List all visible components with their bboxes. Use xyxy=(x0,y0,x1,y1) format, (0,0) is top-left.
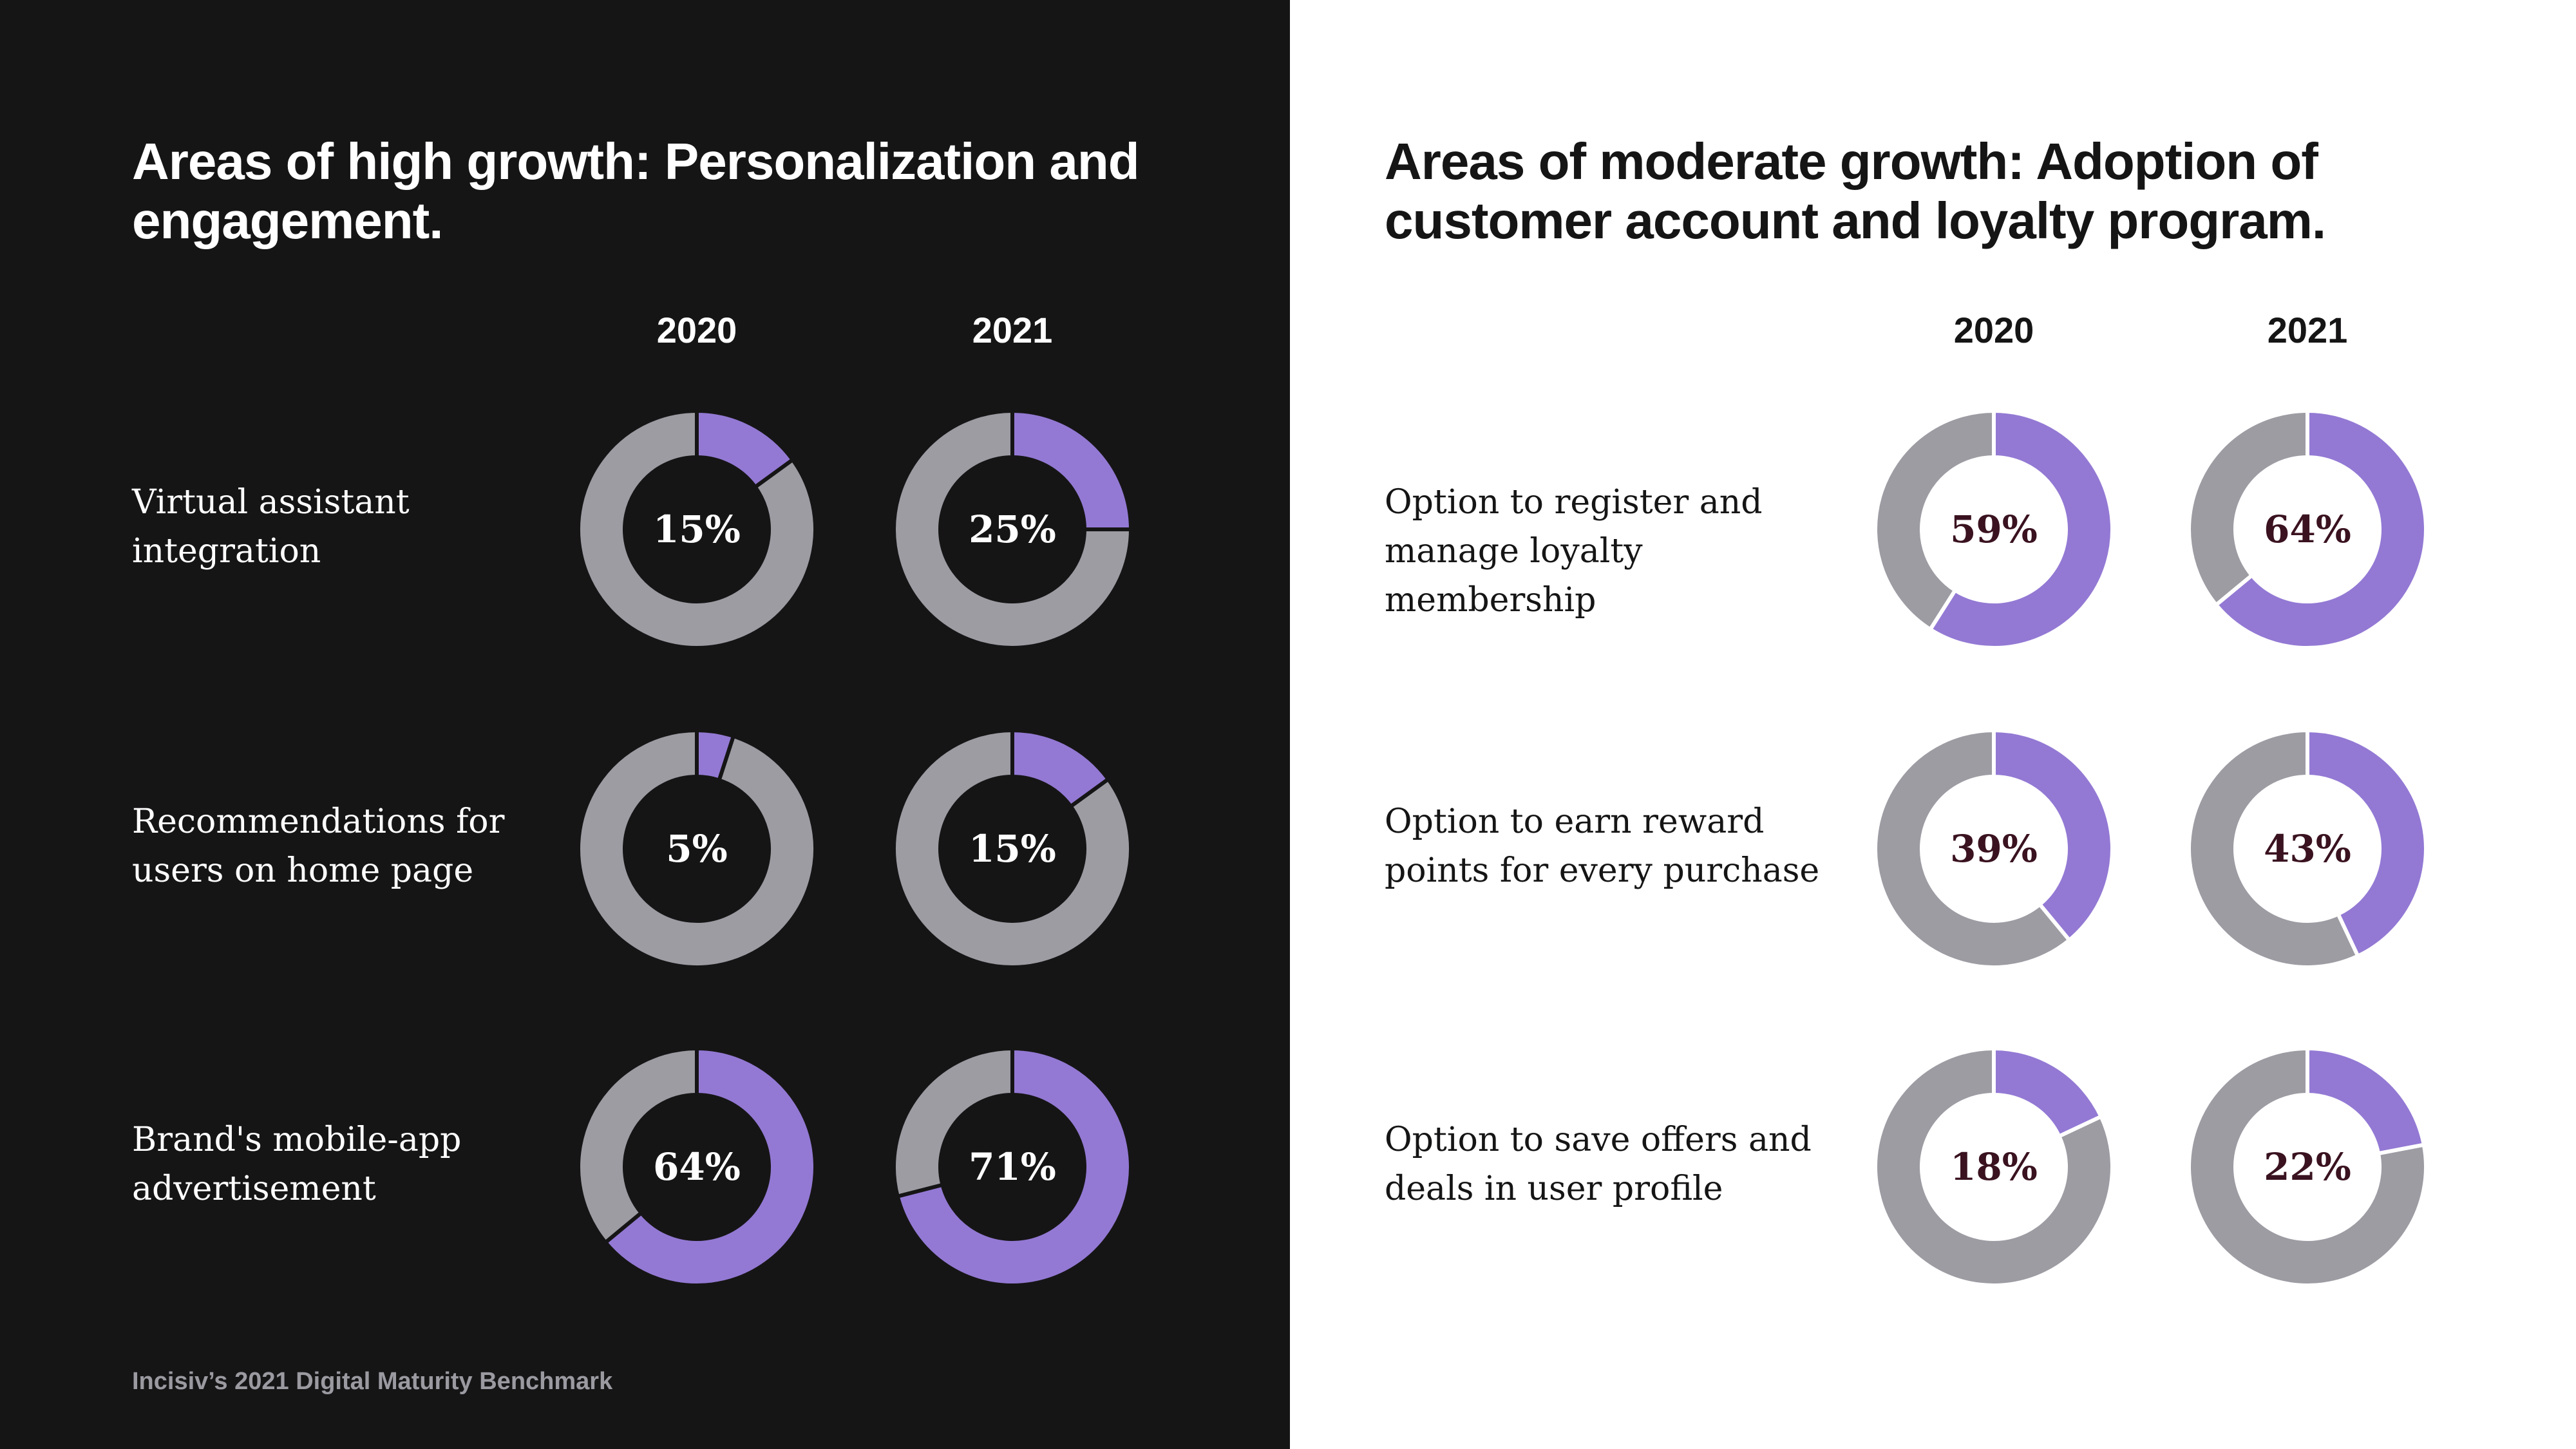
donut-value-label: 22% xyxy=(2264,1145,2351,1189)
donut-remaining-slice xyxy=(892,1046,1014,1198)
donut-value-slice xyxy=(1010,728,1110,809)
donut-loyalty-membership-2021: 64% xyxy=(2185,407,2430,652)
donut-remaining-slice xyxy=(1873,728,2072,969)
donut-value-label: 64% xyxy=(653,1145,741,1189)
donut-mobile-app-2021: 71% xyxy=(890,1045,1135,1289)
donut-remaining-slice xyxy=(2187,728,2360,969)
donut-value-slice xyxy=(695,409,795,489)
donut-save-offers-2020: 18% xyxy=(1871,1045,2116,1289)
left-panel: Areas of high growth: Personalization an… xyxy=(0,0,1290,1449)
donut-value-slice xyxy=(603,1046,817,1287)
donut-value-label: 64% xyxy=(2264,507,2351,551)
left-row-label-1: Virtual assistant integration xyxy=(132,483,410,571)
donut-value-label: 15% xyxy=(969,827,1056,871)
donut-remaining-slice xyxy=(2187,409,2309,607)
donut-remaining-slice xyxy=(576,409,817,650)
donut-value-slice xyxy=(1010,409,1133,531)
donut-value-slice xyxy=(695,728,735,782)
donut-recommendations-2021: 15% xyxy=(890,726,1135,971)
donut-remaining-slice xyxy=(2187,1046,2428,1287)
donut-remaining-slice xyxy=(576,1046,699,1245)
donut-value-label: 43% xyxy=(2264,827,2351,871)
donut-virtual-assistant-2021: 25% xyxy=(890,407,1135,652)
donut-value-slice xyxy=(1992,728,2114,942)
donut-value-label: 25% xyxy=(969,507,1056,551)
right-row-label-1: Option to register and manage loyalty me… xyxy=(1385,483,1763,620)
source-footnote: Incisiv’s 2021 Digital Maturity Benchmar… xyxy=(132,1368,613,1395)
left-year-2020: 2020 xyxy=(656,310,737,350)
donut-value-label: 59% xyxy=(1950,507,2038,551)
donut-save-offers-2021: 22% xyxy=(2185,1045,2430,1289)
donut-mobile-app-2020: 64% xyxy=(574,1045,819,1289)
donut-remaining-slice xyxy=(576,728,817,969)
donut-value-slice xyxy=(1928,409,2114,650)
right-row-label-2: Option to earn reward points for every p… xyxy=(1385,802,1820,890)
right-year-2020: 2020 xyxy=(1953,310,2034,350)
donut-value-slice xyxy=(1992,1046,2103,1139)
left-year-2021: 2021 xyxy=(972,310,1053,350)
donut-value-slice xyxy=(2214,409,2428,650)
donut-reward-points-2020: 39% xyxy=(1871,726,2116,971)
donut-remaining-slice xyxy=(1873,409,1996,632)
donut-loyalty-membership-2020: 59% xyxy=(1871,407,2116,652)
donut-reward-points-2021: 43% xyxy=(2185,726,2430,971)
donut-remaining-slice xyxy=(1873,1046,2114,1287)
donut-value-slice xyxy=(2306,728,2428,958)
donut-value-label: 5% xyxy=(666,827,728,871)
donut-value-label: 71% xyxy=(969,1145,1056,1189)
donut-recommendations-2020: 5% xyxy=(574,726,819,971)
donut-value-slice xyxy=(2306,1046,2426,1156)
donut-remaining-slice xyxy=(892,409,1133,650)
donut-remaining-slice xyxy=(892,728,1133,969)
right-panel: Areas of moderate growth: Adoption of cu… xyxy=(1290,0,2576,1449)
right-row-label-3: Option to save offers and deals in user … xyxy=(1385,1121,1812,1208)
right-year-2021: 2021 xyxy=(2267,310,2348,350)
donut-value-slice xyxy=(895,1046,1133,1287)
donut-value-label: 15% xyxy=(653,507,741,551)
donut-virtual-assistant-2020: 15% xyxy=(574,407,819,652)
donut-value-label: 39% xyxy=(1950,827,2038,871)
left-row-label-3: Brand's mobile-app advertisement xyxy=(132,1121,462,1208)
left-title: Areas of high growth: Personalization an… xyxy=(132,133,1140,249)
donut-value-label: 18% xyxy=(1950,1145,2038,1189)
left-row-label-2: Recommendations for users on home page xyxy=(132,802,505,890)
right-title: Areas of moderate growth: Adoption of cu… xyxy=(1385,133,2326,249)
